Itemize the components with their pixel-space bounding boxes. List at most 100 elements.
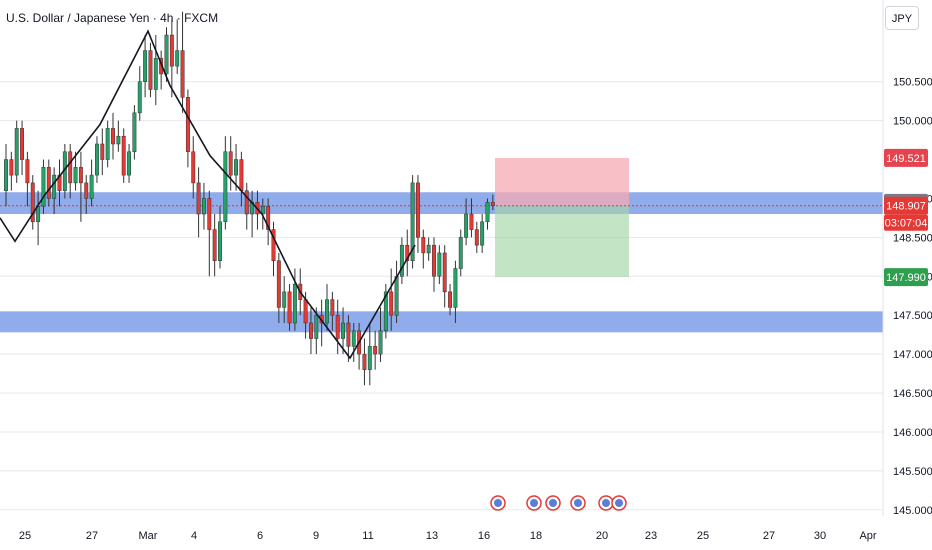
x-tick-label: 27 bbox=[86, 530, 98, 542]
candle-body bbox=[143, 50, 148, 82]
candle-body bbox=[78, 167, 83, 184]
candle-body bbox=[73, 167, 78, 184]
candle-body bbox=[480, 221, 485, 246]
candle-body bbox=[442, 252, 447, 293]
candle-body bbox=[287, 291, 292, 324]
candle-body bbox=[9, 159, 14, 176]
candle-body bbox=[405, 244, 410, 261]
y-tick-label: 147.000 bbox=[893, 349, 932, 361]
candle-body bbox=[399, 244, 404, 277]
last-price-badge bbox=[884, 196, 928, 215]
x-tick-label: 13 bbox=[426, 530, 438, 542]
y-tick-label: 145.500 bbox=[893, 466, 932, 478]
candle-body bbox=[373, 346, 378, 355]
time-axis[interactable]: 25 27 Mar 4 6 9 11 13 16 18 20 23 25 27 30 Apr bbox=[19, 530, 877, 542]
candle-body bbox=[458, 237, 463, 269]
x-tick-label: 6 bbox=[257, 530, 263, 542]
candle-body bbox=[132, 112, 137, 153]
pattern-line[interactable] bbox=[0, 29, 416, 360]
candle-body bbox=[474, 229, 479, 246]
candle-body bbox=[196, 182, 201, 215]
candle-body bbox=[137, 81, 142, 114]
candle-body bbox=[383, 291, 388, 332]
flag-icon bbox=[494, 499, 502, 507]
event-markers[interactable] bbox=[490, 495, 627, 511]
candle-body bbox=[185, 97, 190, 153]
x-tick-label: 18 bbox=[530, 530, 542, 542]
candle-body bbox=[30, 182, 35, 223]
candle-body bbox=[351, 330, 356, 347]
candle-body bbox=[169, 34, 174, 67]
position-tool[interactable] bbox=[0, 157, 883, 278]
x-tick-label: Apr bbox=[859, 530, 876, 542]
stop-loss-badge-label: 149.521 bbox=[886, 153, 926, 165]
candle-body bbox=[378, 330, 383, 355]
candle-body bbox=[14, 128, 19, 176]
candle-body bbox=[448, 291, 453, 308]
price-axis[interactable]: 145.000 145.500 146.000 146.500 147.000 147.5… bbox=[893, 77, 932, 517]
zones bbox=[0, 192, 883, 333]
candle-body bbox=[469, 213, 474, 230]
x-tick-label: 30 bbox=[814, 530, 826, 542]
candle-body bbox=[89, 174, 94, 199]
stop-loss-area bbox=[495, 157, 629, 206]
candle-body bbox=[20, 128, 25, 160]
candle-body bbox=[105, 128, 110, 160]
candle-body bbox=[223, 151, 228, 223]
candle-body bbox=[453, 268, 458, 308]
candle-body bbox=[309, 322, 313, 339]
y-tick-label: 147.500 bbox=[893, 310, 932, 322]
candle-body bbox=[52, 174, 57, 199]
candle-body bbox=[25, 159, 30, 184]
zigzag-line bbox=[0, 29, 416, 360]
stop-loss-badge bbox=[884, 148, 928, 167]
candle-body bbox=[394, 276, 399, 316]
candle-body bbox=[335, 314, 340, 339]
candle-body bbox=[367, 346, 372, 370]
candle-body bbox=[84, 182, 89, 199]
candle-body bbox=[180, 50, 185, 98]
candle-body bbox=[362, 353, 367, 370]
x-tick-label: 9 bbox=[313, 530, 319, 542]
candle-body bbox=[314, 314, 319, 339]
candle-body bbox=[244, 190, 249, 215]
countdown-label: 03:07:04 bbox=[885, 218, 928, 230]
candle-body bbox=[346, 322, 351, 347]
candle-body bbox=[175, 50, 180, 67]
candle-body bbox=[464, 213, 469, 238]
candle-body bbox=[212, 229, 217, 261]
chart-title: U.S. Dollar / Japanese Yen · 4h · FXCM bbox=[6, 11, 218, 25]
candle-body bbox=[41, 167, 46, 207]
candle-body bbox=[46, 167, 51, 199]
candle-body bbox=[389, 291, 394, 316]
y-tick-label: 150.000 bbox=[893, 116, 932, 128]
candle-body bbox=[271, 229, 276, 261]
candle-body bbox=[490, 202, 495, 206]
x-tick-label: 16 bbox=[478, 530, 490, 542]
resistance-zone bbox=[0, 192, 883, 215]
candle-body bbox=[485, 202, 490, 223]
currency-button[interactable]: JPY bbox=[885, 6, 919, 30]
candle-body bbox=[341, 322, 346, 339]
candle-body bbox=[121, 135, 126, 176]
x-tick-label: 25 bbox=[697, 530, 709, 542]
candle-body bbox=[207, 198, 212, 230]
candle-body bbox=[228, 151, 233, 176]
candle-body bbox=[282, 291, 287, 308]
take-profit-badge-label: 147.990 bbox=[886, 272, 926, 284]
candles bbox=[4, 11, 495, 386]
candle-body bbox=[68, 151, 73, 184]
candle-body bbox=[276, 260, 281, 308]
candle-body bbox=[437, 252, 442, 277]
take-profit-area bbox=[495, 205, 629, 278]
candle-body bbox=[153, 58, 158, 90]
x-tick-label: 20 bbox=[596, 530, 608, 542]
candle-body bbox=[4, 159, 8, 191]
y-tick-label: 145.000 bbox=[893, 505, 932, 517]
last-price-badge-label: 148.907 bbox=[886, 201, 926, 213]
x-tick-label: 4 bbox=[191, 530, 197, 542]
countdown-badge bbox=[884, 214, 928, 231]
candle-body bbox=[421, 237, 426, 254]
candle-body bbox=[330, 299, 335, 316]
